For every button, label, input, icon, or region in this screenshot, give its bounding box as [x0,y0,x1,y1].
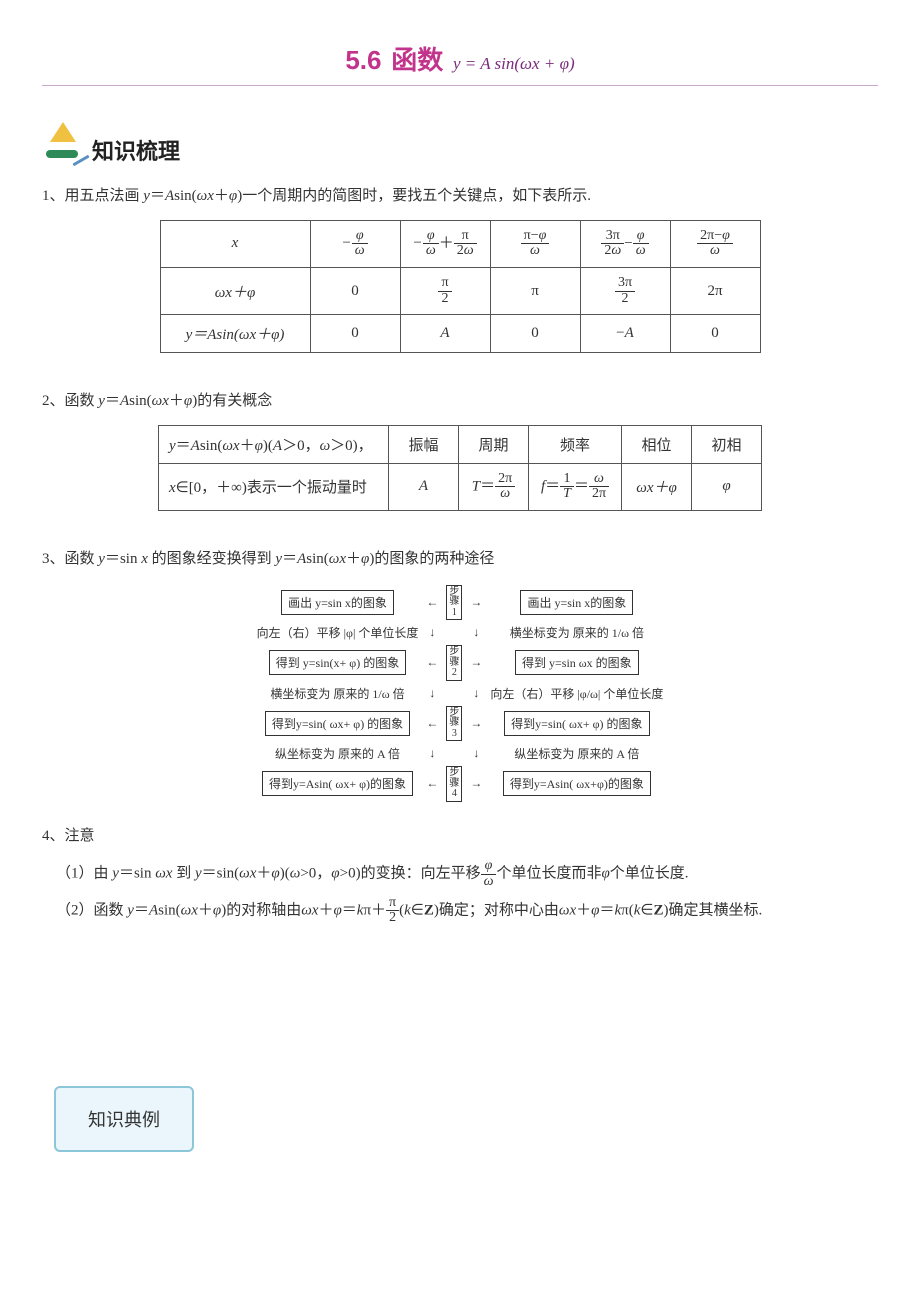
five-points-table: x −φω −φω＋π2ω π−φω 3π2ω−φω 2π−φω ωx＋φ 0 … [160,220,761,354]
cell: 0 [670,315,760,353]
val-phase: ωx＋φ [622,463,692,510]
lamp-icon [42,120,88,166]
flow-right-2: 得到 y=sin ωx 的图象 [515,650,639,675]
title-section-no: 5.6 [345,45,381,75]
annot-right-3: 纵坐标变为 原来的 A 倍 [486,743,667,764]
table-row: x∈[0，＋∞)表示一个振动量时 A T＝2πω f＝1T＝ω2π ωx＋φ φ [158,463,761,510]
cell: π [490,267,580,314]
annot-left-2: 横坐标变为 原来的 1/ω 倍 [253,683,423,704]
hdr-period: 周期 [458,425,528,463]
annot-right-2: 向左（右）平移 |φ/ω| 个单位长度 [486,683,667,704]
section-review-header: 知识梳理 [42,120,878,166]
paragraph-4-2: （2）函数 y＝Asin(ωx＋φ)的对称轴由ωx＋φ＝kπ＋π2(k∈Z)确定… [56,896,878,926]
flow-right-4: 得到y=Asin( ωx+φ)的图象 [503,771,651,796]
page-title-block: 5.6 函数 y = A sin(ωx + φ) [42,40,878,86]
paragraph-2: 2、函数 y＝Asin(ωx＋φ)的有关概念 [42,389,878,415]
flow-right-3: 得到y=sin( ωx+ φ) 的图象 [504,711,649,736]
paragraph-1-text: 1、用五点法画 y＝Asin(ωx＋φ)一个周期内的简图时，要找五个关键点，如下… [42,188,591,204]
val-init: φ [692,463,762,510]
step-2: 步骤2 [446,645,462,681]
section-review-title: 知识梳理 [92,134,180,166]
val-freq: f＝1T＝ω2π [528,463,621,510]
paragraph-3: 3、函数 y＝sin x 的图象经变换得到 y＝Asin(ωx＋φ)的图象的两种… [42,547,878,573]
hdr-freq: 频率 [528,425,621,463]
flow-left-1: 画出 y=sin x的图象 [281,590,394,615]
title-label: 函数 [391,45,443,75]
hdr-phase: 相位 [622,425,692,463]
row-label-y: y＝Asin(ωx＋φ) [186,327,285,343]
flow-left-2: 得到 y=sin(x+ φ) 的图象 [269,650,406,675]
paragraph-4-1: （1）由 y＝sin ωx 到 y＝sin(ωx＋φ)(ω>0，φ>0)的变换：… [56,859,878,889]
flow-right-1: 画出 y=sin x的图象 [520,590,633,615]
example-box: 知识典例 [54,1086,194,1152]
val-amp: A [388,463,458,510]
cell: 2π [670,267,760,314]
cell: 0 [310,267,400,314]
flow-left-3: 得到y=sin( ωx+ φ) 的图象 [265,711,410,736]
table-row: x −φω −φω＋π2ω π−φω 3π2ω−φω 2π−φω [160,220,760,267]
paragraph-2-text: 2、函数 y＝Asin(ωx＋φ)的有关概念 [42,393,272,409]
table-row: y＝Asin(ωx＋φ) 0 A 0 −A 0 [160,315,760,353]
step-3: 步骤3 [446,706,462,742]
paragraph-4: 4、注意 [42,824,878,850]
step-4: 步骤4 [446,766,462,802]
cell: A [400,315,490,353]
row-label-x: x [232,235,239,251]
hdr-init: 初相 [692,425,762,463]
hdr-amp: 振幅 [388,425,458,463]
row-label-wx: ωx＋φ [215,285,256,301]
annot-left-1: 向左（右）平移 |φ| 个单位长度 [253,622,423,643]
example-box-label: 知识典例 [88,1110,160,1130]
annot-left-3: 纵坐标变为 原来的 A 倍 [253,743,423,764]
concepts-table: y＝Asin(ωx＋φ)(A＞0，ω＞0)， 振幅 周期 频率 相位 初相 x∈… [158,425,762,511]
title-formula: y = A sin(ωx + φ) [453,54,575,73]
flow-left-4: 得到y=Asin( ωx+ φ)的图象 [262,771,413,796]
concept-desc-2: x∈[0，＋∞)表示一个振动量时 [158,463,388,510]
cell: 0 [310,315,400,353]
concept-desc-1: y＝Asin(ωx＋φ)(A＞0，ω＞0)， [158,425,388,463]
step-1: 步骤1 [446,585,462,621]
cell: 0 [490,315,580,353]
transform-flowchart: 画出 y=sin x的图象 ← 步骤1 → 画出 y=sin x的图象 向左（右… [42,583,878,804]
val-period: T＝2πω [458,463,528,510]
table-row: y＝Asin(ωx＋φ)(A＞0，ω＞0)， 振幅 周期 频率 相位 初相 [158,425,761,463]
table-row: ωx＋φ 0 π2 π 3π2 2π [160,267,760,314]
paragraph-1: 1、用五点法画 y＝Asin(ωx＋φ)一个周期内的简图时，要找五个关键点，如下… [42,184,878,210]
annot-right-1: 横坐标变为 原来的 1/ω 倍 [486,622,667,643]
paragraph-3-text: 3、函数 y＝sin x 的图象经变换得到 y＝Asin(ωx＋φ)的图象的两种… [42,551,494,567]
